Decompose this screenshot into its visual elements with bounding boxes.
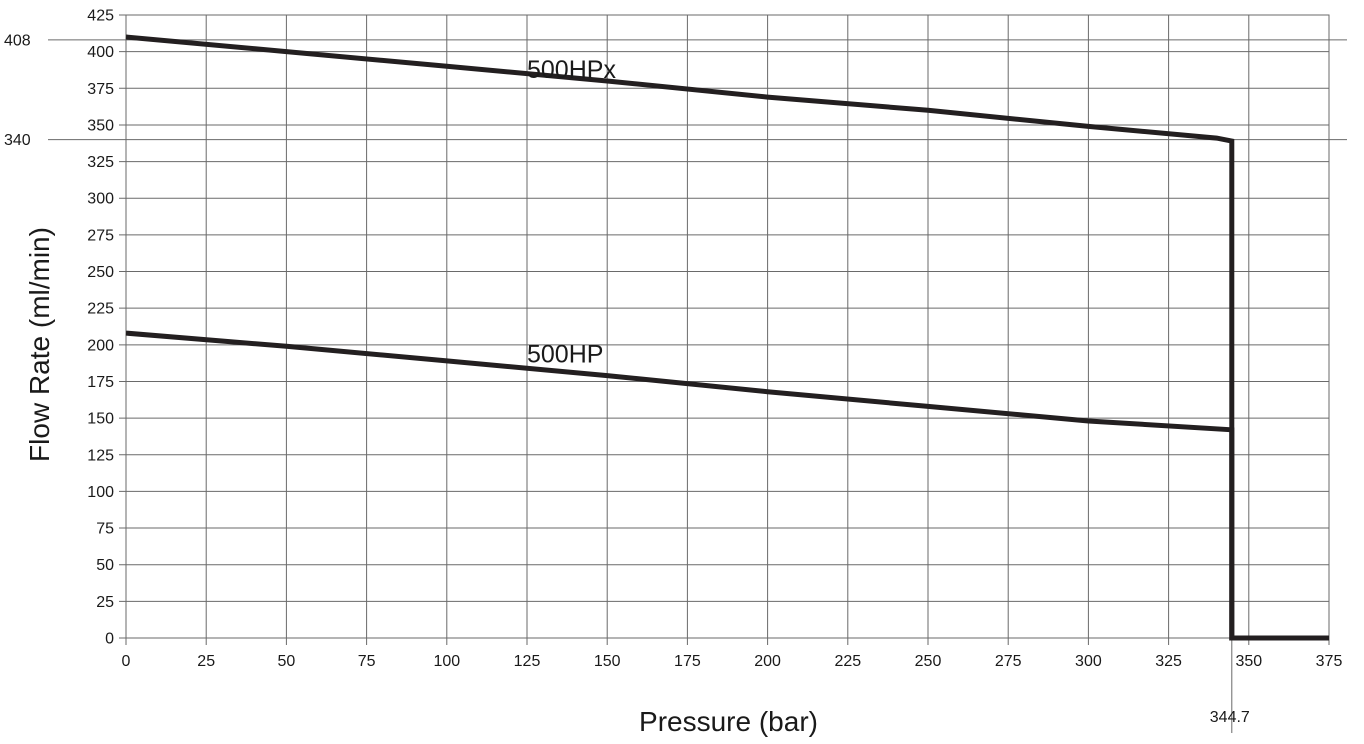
- x-tick-label: 375: [1316, 653, 1343, 670]
- y-tick-label: 50: [96, 557, 114, 574]
- y-axis-title: Flow Rate (ml/min): [24, 227, 55, 462]
- x-tick-label: 25: [197, 653, 215, 670]
- series-line-500hpx: [125, 34, 1329, 641]
- y-tick-label: 0: [105, 631, 114, 648]
- x-tick-label: 275: [995, 653, 1022, 670]
- y-tick-label: 300: [87, 191, 114, 208]
- x-tick-label: 200: [754, 653, 781, 670]
- reference-marks: 408 340 344.7: [4, 32, 1347, 733]
- grid: [119, 14, 1330, 645]
- x-tick-label: 75: [358, 653, 376, 670]
- y-tick-label: 350: [87, 117, 114, 134]
- y-tick-label: 200: [87, 337, 114, 354]
- x-tick-label: 125: [514, 653, 541, 670]
- y-tick-label: 125: [87, 447, 114, 464]
- y-tick-label: 175: [87, 374, 114, 391]
- series-label-500hp: 500HP: [527, 341, 603, 369]
- y-reference-label: 408: [4, 32, 31, 49]
- x-reference-label: 344.7: [1210, 709, 1250, 726]
- x-tick-label: 250: [915, 653, 942, 670]
- y-tick-label: 225: [87, 301, 114, 318]
- plot-frame: [125, 14, 1330, 639]
- series-labels: 500HPx 500HP: [527, 56, 616, 368]
- tick-labels: 0 25 50 75 100 125 150 175 200 225 250 275 300 325 350…: [87, 8, 1342, 671]
- x-tick-label: 100: [433, 653, 460, 670]
- series-line-500hp: [125, 330, 1329, 641]
- x-tick-label: 225: [834, 653, 861, 670]
- y-reference-label: 340: [4, 132, 31, 149]
- x-tick-label: 300: [1075, 653, 1102, 670]
- y-tick-label: 75: [96, 521, 114, 538]
- x-axis-title: Pressure (bar): [639, 706, 818, 737]
- x-tick-label: 150: [594, 653, 621, 670]
- y-tick-label: 325: [87, 154, 114, 171]
- y-tick-label: 375: [87, 81, 114, 98]
- y-tick-label: 150: [87, 411, 114, 428]
- x-tick-label: 50: [278, 653, 296, 670]
- y-tick-label: 100: [87, 484, 114, 501]
- y-tick-label: 250: [87, 264, 114, 281]
- x-tick-label: 325: [1155, 653, 1182, 670]
- y-tick-label: 425: [87, 8, 114, 25]
- y-tick-label: 400: [87, 44, 114, 61]
- series-lines: [125, 34, 1329, 641]
- series-label-500hpx: 500HPx: [527, 56, 616, 84]
- x-tick-label: 350: [1235, 653, 1262, 670]
- x-tick-label: 0: [122, 653, 131, 670]
- y-tick-label: 25: [96, 594, 114, 611]
- x-tick-label: 175: [674, 653, 701, 670]
- y-tick-label: 275: [87, 227, 114, 244]
